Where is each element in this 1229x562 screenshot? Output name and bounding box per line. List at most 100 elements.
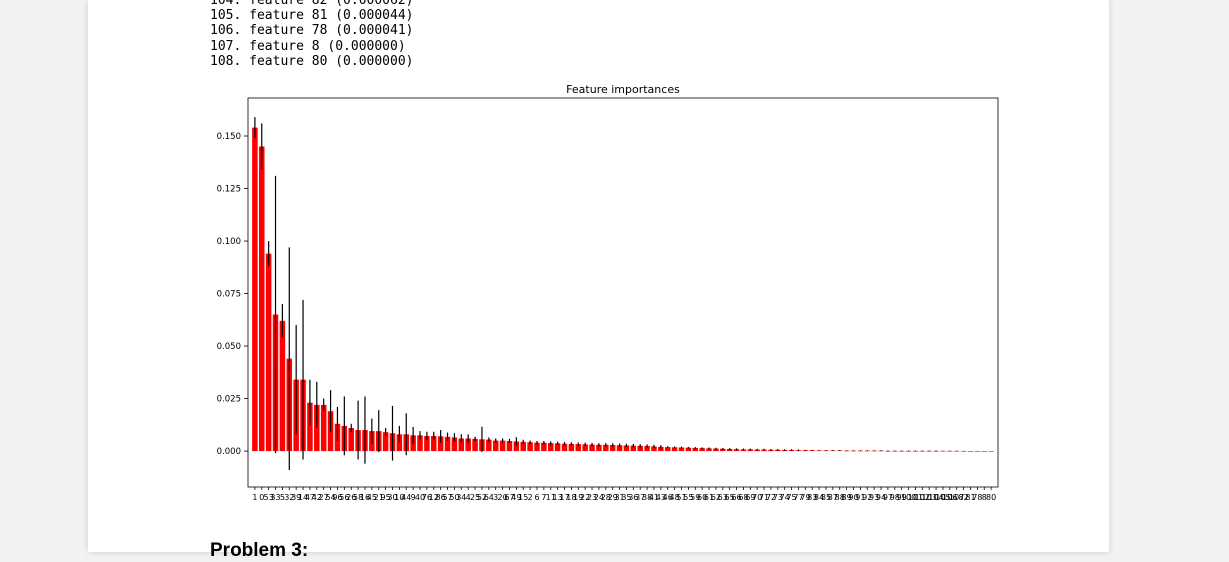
x-tick-label: 43 <box>656 493 666 502</box>
x-tick-label: 93 <box>869 493 879 502</box>
x-tick-label: 81 <box>965 493 975 502</box>
y-tick-label: 0.075 <box>217 290 241 300</box>
x-tick-label: 24 <box>594 493 604 502</box>
x-tick-label: 70 <box>752 493 762 502</box>
y-tick-label: 0.025 <box>217 395 241 405</box>
x-tick-label: 91 <box>855 493 865 502</box>
bar <box>458 438 465 452</box>
x-tick-label: 103 <box>922 493 937 502</box>
bar <box>534 442 540 452</box>
bar <box>747 449 754 452</box>
x-tick-label: 88 <box>835 493 845 502</box>
bar <box>664 447 671 452</box>
x-tick-label: 62 <box>711 493 721 502</box>
bar <box>252 127 258 452</box>
x-tick-label: 41 <box>649 493 659 502</box>
output-line: 105. feature 81 (0.000044) <box>210 8 414 24</box>
x-tick-label: 55 <box>683 493 693 502</box>
bar <box>307 402 313 452</box>
bar <box>451 437 458 452</box>
x-tick-label: 102 <box>915 493 930 502</box>
x-tick-label: 100 <box>901 493 916 502</box>
bar <box>499 440 506 452</box>
x-tick-label: 65 <box>725 493 735 502</box>
x-tick-label: 6 <box>534 493 539 502</box>
x-tick-label: 82 <box>959 493 969 502</box>
output-line: 104. feature 82 (0.000062) <box>210 0 414 8</box>
bar <box>713 448 719 452</box>
bar <box>726 448 733 452</box>
x-tick-label: 3 <box>493 493 498 502</box>
bar <box>685 447 692 452</box>
x-tick-label: 14 <box>298 493 308 502</box>
bar <box>940 450 946 452</box>
bar <box>967 450 974 452</box>
bar <box>382 432 389 452</box>
x-tick-label: 49 <box>511 493 521 502</box>
x-tick-label: 30 <box>387 493 397 502</box>
x-tick-label: 0 <box>259 493 264 502</box>
x-tick-label: 40 <box>415 493 425 502</box>
plot-frame <box>247 97 999 488</box>
bar <box>589 444 595 452</box>
x-tick-label: 69 <box>745 493 755 502</box>
bar <box>444 436 451 452</box>
x-tick-label: 106 <box>942 493 957 502</box>
x-tick-label: 76 <box>422 493 432 502</box>
x-tick-label: 15 <box>518 493 528 502</box>
bar <box>637 445 643 452</box>
x-tick-label: 52 <box>477 493 487 502</box>
bar <box>437 436 444 452</box>
x-tick-label: 74 <box>780 493 790 502</box>
x-tick-label: 18 <box>566 493 576 502</box>
x-tick-label: 10 <box>394 493 404 502</box>
x-tick-label: 79 <box>800 493 810 502</box>
x-tick-label: 29 <box>608 493 618 502</box>
x-tick-label: 53 <box>264 493 274 502</box>
bar <box>582 444 588 452</box>
x-tick-label: 37 <box>635 493 645 502</box>
x-tick-label: 92 <box>862 493 872 502</box>
bar <box>492 440 499 452</box>
x-tick-label: 97 <box>883 493 893 502</box>
x-tick-label: 95 <box>381 493 391 502</box>
x-tick-label: 99 <box>897 493 907 502</box>
x-tick-label: 47 <box>305 493 315 502</box>
x-tick-label: 8 <box>982 493 987 502</box>
x-tick-label: 98 <box>890 493 900 502</box>
bar <box>575 444 582 452</box>
x-tick-label: 2 <box>528 493 533 502</box>
bar <box>960 450 967 452</box>
bar <box>568 443 575 452</box>
bar <box>953 450 960 452</box>
x-tick-label: 42 <box>312 493 322 502</box>
x-tick-label: 34 <box>456 493 466 502</box>
x-tick-label: 64 <box>484 493 494 502</box>
x-tick-label: 72 <box>766 493 776 502</box>
y-tick-label: 0.050 <box>217 342 241 352</box>
bar <box>486 439 492 452</box>
x-tick-label: 68 <box>738 493 748 502</box>
bar <box>981 451 987 452</box>
bar <box>265 253 272 452</box>
bar <box>623 445 630 452</box>
x-tick-label: 84 <box>814 493 824 502</box>
notebook-page <box>88 0 1109 552</box>
bar <box>671 447 678 452</box>
bar <box>988 451 994 452</box>
x-tick-label: 28 <box>601 493 611 502</box>
bar <box>541 442 547 452</box>
y-tick-label: 0.100 <box>217 237 241 247</box>
output-line: 106. feature 78 (0.000041) <box>210 23 414 39</box>
x-tick-label: 16 <box>360 493 370 502</box>
x-tick-label: 12 <box>429 493 439 502</box>
x-tick-label: 27 <box>319 493 329 502</box>
x-tick-label: 19 <box>573 493 583 502</box>
x-tick-label: 7 <box>541 493 546 502</box>
x-tick-label: 22 <box>580 493 590 502</box>
bar <box>609 444 616 452</box>
bar <box>651 446 657 452</box>
output-line: 107. feature 8 (0.000000) <box>210 38 406 54</box>
x-tick-label: 4 <box>466 493 471 502</box>
